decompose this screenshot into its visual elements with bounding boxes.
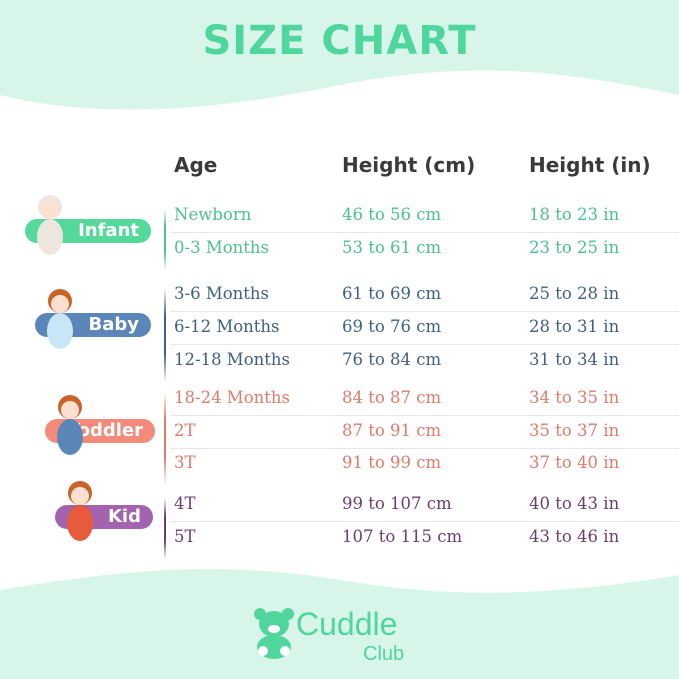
cell-age: 3-6 Months <box>174 284 269 303</box>
cell-age: Newborn <box>174 205 252 224</box>
row-divider <box>170 344 679 345</box>
cell-age: 0-3 Months <box>174 238 269 257</box>
cell-in: 18 to 23 in <box>529 205 620 224</box>
cell-in: 35 to 37 in <box>529 421 620 440</box>
cell-age: 12-18 Months <box>174 350 290 369</box>
toddler-illustration <box>50 389 86 459</box>
kid-illustration <box>60 475 96 545</box>
cell-in: 43 to 46 in <box>529 527 620 546</box>
cell-cm: 91 to 99 cm <box>342 453 442 472</box>
cell-in: 28 to 31 in <box>529 317 620 336</box>
cell-cm: 107 to 115 cm <box>342 527 463 546</box>
row-divider <box>170 311 679 312</box>
page-title: SIZE CHART <box>202 18 477 64</box>
cell-in: 34 to 35 in <box>529 388 620 407</box>
cell-age: 2T <box>174 421 196 440</box>
cell-age: 4T <box>174 494 196 513</box>
baby-illustration <box>40 283 76 353</box>
cell-age: 6-12 Months <box>174 317 280 336</box>
group-divider <box>164 392 166 485</box>
cell-in: 25 to 28 in <box>529 284 620 303</box>
cell-age: 5T <box>174 527 196 546</box>
cell-in: 23 to 25 in <box>529 238 620 257</box>
infant-illustration <box>30 189 66 259</box>
row-divider <box>170 232 679 233</box>
cell-cm: 99 to 107 cm <box>342 494 452 513</box>
header-height-in: Height (in) <box>529 153 651 177</box>
group-divider <box>164 498 166 559</box>
header-age: Age <box>174 153 218 177</box>
row-divider <box>170 415 679 416</box>
header-height-cm: Height (cm) <box>342 153 476 177</box>
cell-in: 37 to 40 in <box>529 453 620 472</box>
row-divider <box>170 521 679 522</box>
bear-logo-icon <box>254 608 294 659</box>
cell-cm: 53 to 61 cm <box>342 238 442 257</box>
cell-age: 18-24 Months <box>174 388 290 407</box>
cell-cm: 61 to 69 cm <box>342 284 442 303</box>
cell-cm: 69 to 76 cm <box>342 317 442 336</box>
cell-in: 31 to 34 in <box>529 350 620 369</box>
brand-name: Cuddle <box>296 606 398 642</box>
cell-cm: 76 to 84 cm <box>342 350 442 369</box>
cell-age: 3T <box>174 453 196 472</box>
cell-cm: 46 to 56 cm <box>342 205 442 224</box>
cell-in: 40 to 43 in <box>529 494 620 513</box>
row-divider <box>170 448 679 449</box>
group-divider <box>164 209 166 270</box>
brand-sub: Club <box>363 643 405 665</box>
group-divider <box>164 288 166 382</box>
cell-cm: 87 to 91 cm <box>342 421 442 440</box>
cell-cm: 84 to 87 cm <box>342 388 442 407</box>
